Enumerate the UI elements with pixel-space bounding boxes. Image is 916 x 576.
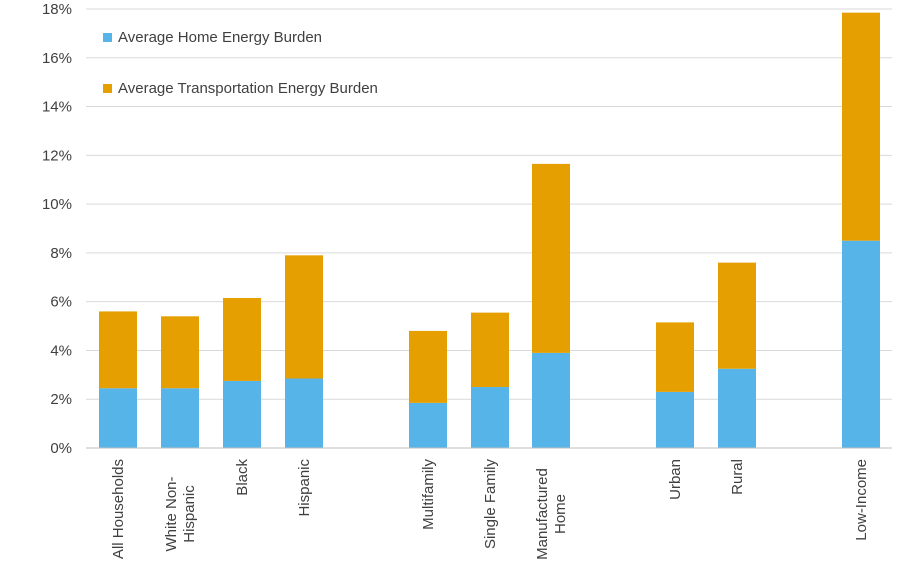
category-label: All Households [110, 459, 127, 559]
bar-transportation-energy [161, 316, 199, 389]
legend: Average Home Energy Burden Average Trans… [103, 29, 378, 97]
bar-transportation-energy [409, 330, 447, 403]
bar-home-energy [842, 240, 880, 448]
bar-transportation-energy [656, 322, 694, 392]
y-tick-label: 16% [42, 50, 72, 67]
bar-home-energy [99, 388, 137, 448]
bar-transportation-energy [532, 163, 570, 353]
category-label: Single Family [482, 459, 499, 550]
category-label: Multifamily [420, 459, 437, 530]
bar-transportation-energy [471, 312, 509, 388]
legend-swatch-transportation-energy [103, 84, 112, 93]
y-axis-tick-labels: 0% 2% 4% 6% 8% 10% 12% 14% 16% 18% [42, 1, 72, 457]
bar-transportation-energy [842, 12, 880, 241]
category-label: Black [234, 459, 251, 496]
category-label: Hispanic [181, 485, 198, 543]
category-label: Rural [729, 459, 746, 495]
bar-home-energy [161, 388, 199, 448]
y-tick-label: 0% [50, 440, 72, 457]
bar-home-energy [285, 378, 323, 448]
bar-home-energy [471, 387, 509, 448]
legend-swatch-home-energy [103, 33, 112, 42]
bar-home-energy [532, 352, 570, 448]
category-label: Home [552, 494, 569, 534]
category-label: Hispanic [296, 459, 313, 517]
legend-label-home-energy: Average Home Energy Burden [118, 29, 322, 46]
y-tick-label: 4% [50, 342, 72, 359]
category-label: Urban [667, 459, 684, 500]
bar-transportation-energy [223, 298, 261, 381]
bar-transportation-energy [285, 255, 323, 379]
bar-transportation-energy [718, 262, 756, 369]
bars [99, 12, 880, 448]
category-label: White Non- [163, 476, 180, 551]
category-label: Low-Income [853, 459, 870, 541]
category-label: Manufactured [534, 468, 551, 560]
y-tick-label: 12% [42, 147, 72, 164]
bar-home-energy [718, 368, 756, 448]
y-tick-label: 10% [42, 196, 72, 213]
bar-home-energy [656, 391, 694, 448]
y-tick-label: 18% [42, 1, 72, 18]
y-tick-label: 8% [50, 245, 72, 262]
y-tick-label: 14% [42, 99, 72, 116]
gridlines [86, 8, 892, 400]
bar-home-energy [223, 380, 261, 448]
legend-label-transportation-energy: Average Transportation Energy Burden [118, 80, 378, 97]
bar-transportation-energy [99, 311, 137, 389]
y-tick-label: 6% [50, 294, 72, 311]
y-tick-label: 2% [50, 391, 72, 408]
bar-home-energy [409, 402, 447, 448]
